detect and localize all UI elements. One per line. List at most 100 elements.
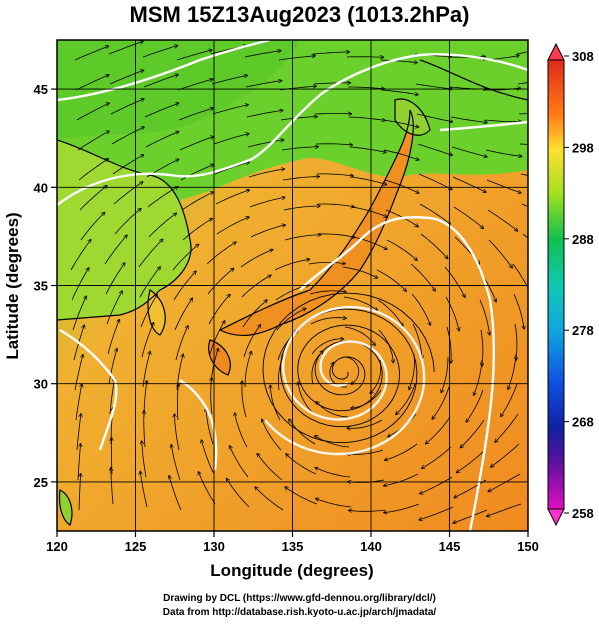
streamline-112 <box>312 52 349 55</box>
y-axis-ticks: 25 30 35 40 45 <box>34 82 57 490</box>
streamline-94 <box>230 446 249 478</box>
streamline-65 <box>211 75 247 85</box>
streamline-216 <box>513 293 524 329</box>
streamline-157 <box>348 449 384 454</box>
streamline-6 <box>80 213 104 241</box>
streamline-60 <box>177 384 178 421</box>
streamline-221 <box>491 443 520 467</box>
streamline-89 <box>242 300 267 328</box>
streamline-38 <box>148 213 176 238</box>
streamline-54 <box>182 219 212 241</box>
streamline-19 <box>111 127 144 145</box>
streamline-162 <box>416 113 452 122</box>
streamline-37 <box>147 187 178 208</box>
streamline-159 <box>349 510 386 511</box>
streamline-143 <box>316 499 352 508</box>
streamline-178 <box>450 116 487 122</box>
streamline-174 <box>384 473 419 486</box>
streamline-27 <box>108 349 117 385</box>
colorbar-label-298: 298 <box>572 140 594 155</box>
streamline-169 <box>412 323 422 359</box>
streamline-22 <box>114 209 141 235</box>
colorbar-label-278: 278 <box>572 323 594 338</box>
streamline-23 <box>104 235 127 265</box>
streamline-24 <box>105 263 125 295</box>
streamline-138 <box>345 356 360 384</box>
streamline-7 <box>70 240 91 271</box>
streamline-69 <box>215 190 249 205</box>
streamline-219 <box>501 383 518 416</box>
streamline-3 <box>77 131 109 151</box>
streamline-41 <box>140 295 157 328</box>
streamline-14 <box>77 444 81 481</box>
streamline-87 <box>240 250 272 268</box>
streamline-127 <box>285 487 318 505</box>
streamline-173 <box>385 443 418 460</box>
streamline-96 <box>278 56 315 61</box>
streamline-45 <box>144 411 145 448</box>
streamline-111 <box>255 487 284 511</box>
streamline-181 <box>453 206 483 228</box>
streamline-135 <box>342 266 377 278</box>
x-tick-label-150: 150 <box>517 539 539 554</box>
streamline-179 <box>451 146 487 157</box>
streamline-115 <box>315 144 352 145</box>
streamline-141 <box>315 436 350 448</box>
streamline-105 <box>276 309 306 331</box>
streamline-73 <box>208 295 230 325</box>
streamline-188 <box>426 416 451 444</box>
japan-honshu <box>220 110 414 336</box>
streamline-98 <box>280 117 317 121</box>
streamline-71 <box>206 242 236 265</box>
streamline-15 <box>79 474 81 511</box>
x-axis-ticks: 120 125 130 135 140 145 150 <box>46 531 539 554</box>
map-title: MSM 15Z13Aug2023 (1013.2hPa) <box>129 2 470 27</box>
streamline-168 <box>411 293 430 325</box>
streamline-129 <box>348 87 384 89</box>
streamline-90 <box>243 325 260 358</box>
colorbar-label-288: 288 <box>572 232 594 247</box>
streamline-103 <box>274 259 309 271</box>
streamline-108 <box>270 386 281 421</box>
streamline-28 <box>109 378 115 415</box>
streamline-2 <box>76 103 109 121</box>
streamline-40 <box>139 267 160 298</box>
streamline-148 <box>384 179 419 193</box>
streamline-66 <box>212 105 248 115</box>
streamline-146 <box>382 119 418 127</box>
streamline-123 <box>311 351 323 385</box>
colorbar-bottom-triangle <box>547 508 565 527</box>
streamline-211 <box>519 143 528 145</box>
streamline-101 <box>283 206 320 211</box>
streamline-81 <box>245 81 281 88</box>
streamline-79 <box>199 472 216 505</box>
streamline-20 <box>112 155 143 175</box>
streamline-207 <box>453 509 488 523</box>
streamline-110 <box>257 454 283 481</box>
streamline-42 <box>141 323 154 358</box>
streamline-12 <box>75 385 82 421</box>
lat-lon-grid <box>57 40 528 531</box>
streamline-116 <box>316 173 353 176</box>
streamline-48 <box>176 50 212 61</box>
streamline-142 <box>315 468 351 478</box>
streamline-51 <box>179 137 213 151</box>
streamline-53 <box>181 192 213 211</box>
streamline-70 <box>216 217 249 235</box>
streamline-49 <box>177 79 212 91</box>
streamline-58 <box>175 326 188 361</box>
streamline-99 <box>281 147 318 151</box>
streamline-33 <box>143 75 178 88</box>
streamline-197 <box>487 209 517 231</box>
streamline-91 <box>244 352 251 388</box>
streamline-194 <box>484 120 521 122</box>
streamline-124 <box>298 383 315 415</box>
streamline-191 <box>419 506 454 520</box>
streamline-198 <box>488 239 512 268</box>
streamline-195 <box>485 149 521 156</box>
y-tick-label-35: 35 <box>34 279 48 294</box>
streamline-86 <box>250 225 285 238</box>
streamline-109 <box>262 420 282 451</box>
streamline-183 <box>444 266 465 297</box>
